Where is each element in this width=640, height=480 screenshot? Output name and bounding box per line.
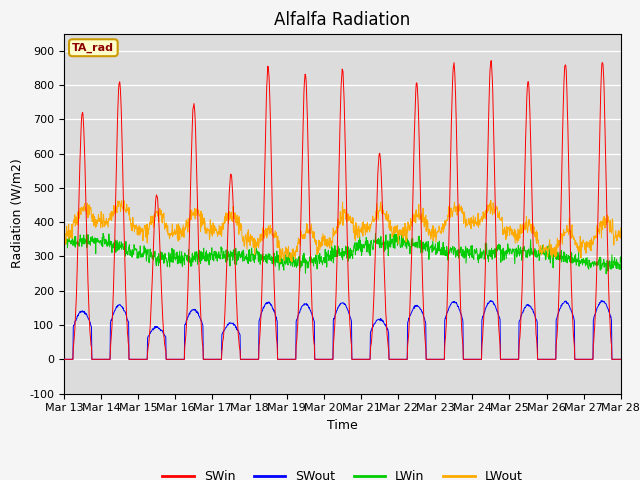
LWin: [246, 252, 254, 258]
SWin: [184, 289, 191, 295]
SWout: [246, 357, 254, 362]
SWin: [246, 357, 254, 362]
SWin: [502, 357, 509, 362]
SWout: [184, 314, 191, 320]
Legend: SWin, SWout, LWin, LWout: SWin, SWout, LWin, LWout: [157, 465, 527, 480]
SWin: [170, 357, 178, 362]
SWout: [429, 357, 436, 362]
SWout: [170, 357, 178, 362]
LWin: [170, 254, 178, 260]
LWin: [429, 244, 437, 250]
Y-axis label: Radiation (W/m2): Radiation (W/m2): [11, 159, 24, 268]
Line: LWin: LWin: [64, 230, 621, 274]
Line: SWin: SWin: [64, 60, 621, 360]
SWout: [617, 357, 625, 362]
LWout: [502, 234, 510, 240]
LWout: [276, 259, 284, 265]
SWin: [60, 357, 68, 362]
SWin: [617, 357, 625, 362]
LWin: [551, 252, 559, 258]
LWin: [602, 271, 610, 276]
SWin: [551, 357, 559, 362]
SWout: [60, 357, 68, 362]
LWin: [617, 258, 625, 264]
SWin: [429, 357, 436, 362]
LWout: [170, 231, 178, 237]
Line: SWout: SWout: [64, 300, 621, 360]
LWout: [487, 198, 495, 204]
X-axis label: Time: Time: [327, 419, 358, 432]
LWout: [617, 225, 625, 231]
Line: LWout: LWout: [64, 201, 621, 262]
LWout: [552, 254, 559, 260]
LWin: [60, 236, 68, 242]
SWout: [502, 357, 509, 362]
LWout: [60, 240, 68, 245]
SWout: [487, 298, 495, 303]
LWin: [390, 228, 398, 233]
LWout: [184, 229, 191, 235]
Title: Alfalfa Radiation: Alfalfa Radiation: [275, 11, 410, 29]
SWin: [487, 58, 495, 63]
SWout: [551, 357, 559, 362]
LWin: [184, 253, 191, 259]
Text: TA_rad: TA_rad: [72, 43, 115, 53]
LWin: [502, 252, 509, 258]
LWout: [246, 243, 254, 249]
LWout: [429, 238, 437, 243]
